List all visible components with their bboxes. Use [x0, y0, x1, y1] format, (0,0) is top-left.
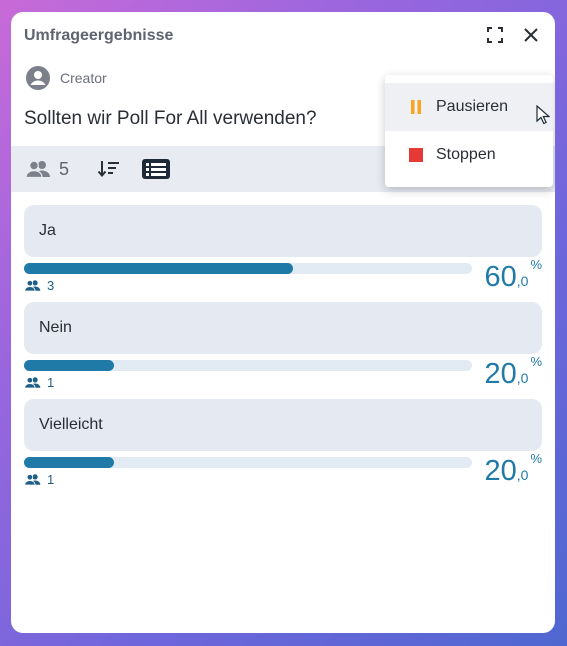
- percentage-decimal: ,0: [516, 273, 529, 289]
- users-icon: [24, 474, 41, 486]
- option-percentage: 20,0%: [484, 354, 542, 391]
- users-icon: [24, 280, 41, 292]
- option-percentage: 20,0%: [484, 451, 542, 488]
- percentage-decimal: ,0: [516, 370, 529, 386]
- menu-item-label: Pausieren: [436, 98, 509, 115]
- creator-label: Creator: [60, 70, 107, 86]
- result-bar-track: [24, 263, 472, 274]
- percentage-integer: 60: [484, 261, 517, 293]
- percentage-symbol: %: [530, 354, 542, 369]
- percentage-symbol: %: [530, 451, 542, 466]
- sort-descending-icon: [97, 161, 119, 178]
- mouse-cursor-icon: [536, 105, 550, 125]
- poll-results-panel: Umfrageergebnisse Creator Sollten wir Po…: [11, 12, 555, 633]
- option-row: Nein 1 20,0%: [24, 302, 542, 399]
- option-vote-count: 1: [24, 472, 54, 487]
- option-vote-count: 3: [24, 278, 54, 293]
- close-icon[interactable]: [522, 26, 540, 44]
- option-percentage: 60,0%: [484, 257, 542, 294]
- panel-title: Umfrageergebnisse: [24, 27, 174, 44]
- menu-item-pause[interactable]: Pausieren: [385, 83, 553, 131]
- list-view-button[interactable]: [142, 146, 170, 192]
- percentage-integer: 20: [484, 358, 517, 390]
- option-vote-count: 1: [24, 375, 54, 390]
- vote-count-value: 3: [47, 278, 55, 293]
- options-list: Ja 3 60,0% Nein 1 20,0% Vielleicht 1 20,0%: [24, 205, 542, 496]
- voters-count: 5: [59, 158, 70, 179]
- poll-actions-menu: Pausieren Stoppen: [385, 75, 553, 187]
- option-answer-box[interactable]: Ja: [24, 205, 542, 257]
- menu-item-stop[interactable]: Stoppen: [385, 131, 553, 179]
- option-label: Vielleicht: [39, 416, 103, 433]
- option-label: Nein: [39, 319, 72, 336]
- avatar-icon: [26, 66, 50, 90]
- sort-button[interactable]: [97, 146, 121, 192]
- vote-count-value: 1: [47, 375, 55, 390]
- panel-header: Umfrageergebnisse: [11, 12, 555, 58]
- pause-icon: [411, 100, 421, 114]
- vote-count-value: 1: [47, 472, 55, 487]
- result-bar-fill: [24, 263, 293, 274]
- stop-icon: [409, 148, 423, 162]
- users-icon: [24, 377, 41, 389]
- result-bar-track: [24, 360, 472, 371]
- option-answer-box[interactable]: Vielleicht: [24, 399, 542, 451]
- option-row: Ja 3 60,0%: [24, 205, 542, 302]
- option-answer-box[interactable]: Nein: [24, 302, 542, 354]
- result-bar-fill: [24, 360, 114, 371]
- result-bar-fill: [24, 457, 114, 468]
- percentage-decimal: ,0: [516, 467, 529, 483]
- option-label: Ja: [39, 222, 56, 239]
- percentage-symbol: %: [530, 257, 542, 272]
- menu-item-label: Stoppen: [436, 146, 496, 163]
- option-row: Vielleicht 1 20,0%: [24, 399, 542, 496]
- voters-indicator: 5: [25, 146, 69, 192]
- list-view-icon: [142, 159, 170, 179]
- users-icon: [25, 160, 50, 179]
- creator-row: Creator: [26, 65, 107, 91]
- poll-question: Sollten wir Poll For All verwenden?: [24, 108, 317, 129]
- percentage-integer: 20: [484, 455, 517, 487]
- result-bar-track: [24, 457, 472, 468]
- fullscreen-icon[interactable]: [486, 26, 504, 44]
